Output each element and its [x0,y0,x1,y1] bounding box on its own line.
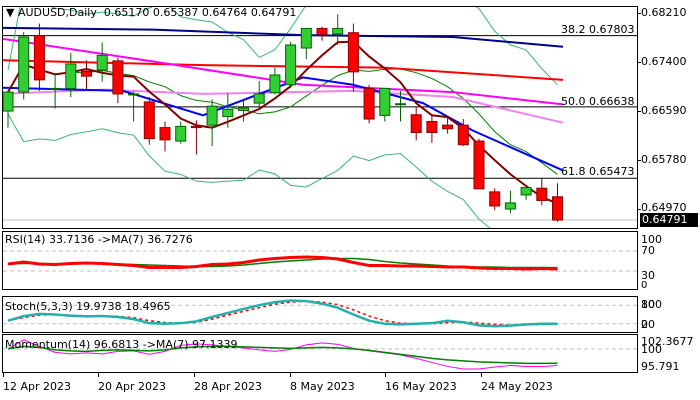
symbol-label: AUDUSD,Daily [17,6,97,19]
rsi-axis-label: 70 [641,244,655,257]
dropdown-triangle-icon[interactable]: ▼ [6,6,15,19]
momentum-panel[interactable] [2,334,638,373]
rsi-label: RSI(14) 33.7136 ->MA(7) 36.7276 [5,233,193,246]
date-tick [3,373,4,377]
low-value: 0.64764 [201,6,248,19]
price-axis-label: 0.64970 [641,201,687,214]
date-tick [481,373,482,377]
momentum-axis-label: 95.791 [641,360,680,373]
high-value: 0.65387 [152,6,199,19]
stoch-axis-label: 100 [641,298,662,311]
fib-label-500: 50.0 0.66638 [561,95,635,108]
rsi-axis-label: 100 [641,233,662,246]
price-axis-label: 0.68210 [641,6,687,19]
date-label: 8 May 2023 [290,380,355,393]
price-axis-label: 0.65780 [641,153,687,166]
fib-label-618: 61.8 0.65473 [561,165,635,178]
fib-label-382: 38.2 0.67803 [561,23,635,36]
rsi-plot [3,250,637,272]
stoch-label: Stoch(5,3,3) 19.9738 18.4965 [5,300,171,313]
axis-tick [638,111,641,112]
date-label: 24 May 2023 [481,380,553,393]
open-value: 0.65170 [103,6,150,19]
stoch-axis-label: 20 [641,318,655,331]
stoch-axis-label: 80 [641,298,655,311]
rsi-axis-label: 30 [641,269,655,282]
momentum-plot [3,339,637,370]
price-chart [3,7,637,228]
date-tick [98,373,99,377]
date-tick [385,373,386,377]
axis-tick [638,62,641,63]
date-label: 20 Apr 2023 [98,380,167,393]
stoch-axis-label: 0 [641,318,648,331]
axis-tick [638,13,641,14]
date-tick [290,373,291,377]
date-label: 12 Apr 2023 [3,380,72,393]
stoch-panel[interactable] [2,296,638,333]
axis-tick [638,209,641,210]
momentum-axis-label: 100 [641,343,662,356]
rsi-axis-label: 0 [641,280,648,291]
stoch-plot [3,299,637,328]
rsi-panel[interactable] [2,231,638,290]
momentum-axis-label: 102.3677 [641,335,694,348]
date-label: 16 May 2023 [385,380,457,393]
current-price-tag: 0.64791 [640,213,698,227]
close-value: 0.64791 [250,6,297,19]
date-label: 28 Apr 2023 [194,380,263,393]
price-axis-label: 0.66590 [641,104,687,117]
price-axis-label: 0.67400 [641,55,687,68]
chart-header: ▼ AUDUSD,Daily 0.65170 0.65387 0.64764 0… [6,7,296,19]
momentum-label: Momentum(14) 96.6813 ->MA(7) 97.1339 [5,338,238,351]
axis-tick [638,160,641,161]
main-chart-panel[interactable] [2,6,638,229]
date-tick [194,373,195,377]
